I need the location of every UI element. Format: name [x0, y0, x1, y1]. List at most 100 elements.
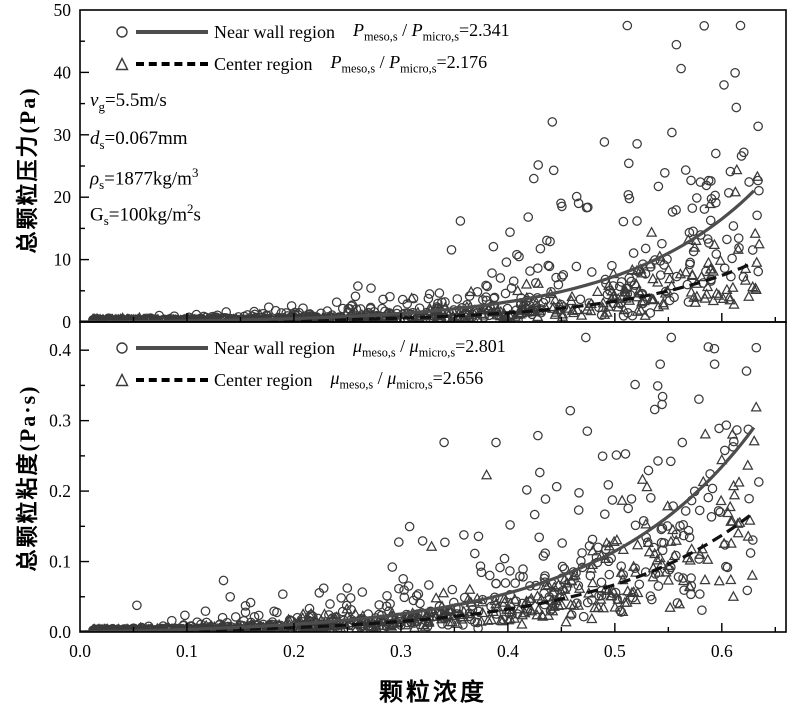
- scatter-point: [724, 293, 736, 305]
- scatter-point: [686, 580, 697, 591]
- scatter-point: [638, 515, 649, 526]
- scatter-point: [624, 273, 635, 284]
- scatter-point: [728, 436, 739, 447]
- scatter-point: [684, 227, 695, 238]
- x-tick-label: 0.5: [604, 641, 626, 661]
- fit-curve-solid: [80, 189, 756, 322]
- scatter-point: [723, 187, 734, 198]
- scatter-point: [521, 485, 532, 495]
- scatter-point: [471, 592, 483, 604]
- text-part: micro,s: [396, 377, 433, 392]
- scatter-point: [662, 500, 674, 511]
- scatter-point: [508, 276, 519, 287]
- scatter-circle: [88, 332, 764, 632]
- text-part: s: [99, 177, 105, 193]
- scatter-point: [597, 451, 608, 462]
- scatter-point: [730, 67, 740, 78]
- scatter-point: [643, 465, 654, 476]
- scatter-point: [703, 238, 714, 248]
- scatter-point: [495, 562, 505, 573]
- scatter-point: [498, 614, 508, 625]
- x-axis-title: 颗粒浓度: [379, 680, 487, 706]
- scatter-point: [608, 281, 619, 291]
- scatter-point: [582, 426, 593, 437]
- scatter-point: [685, 286, 697, 297]
- x-ticks: [132, 623, 777, 632]
- scatter-point: [573, 505, 584, 515]
- scatter-point: [652, 300, 664, 312]
- scatter-point: [733, 476, 745, 487]
- scatter-point: [735, 20, 746, 31]
- scatter-point: [599, 509, 610, 520]
- scatter-point: [668, 501, 678, 511]
- scatter-point: [387, 562, 398, 572]
- scatter-point: [366, 283, 376, 294]
- scatter-point: [727, 281, 739, 292]
- scatter-point: [481, 292, 491, 302]
- scatter-point: [385, 291, 395, 302]
- scatter-point: [599, 137, 610, 147]
- scatter-point: [626, 586, 638, 598]
- scatter-point: [626, 494, 637, 504]
- scatter-point: [753, 477, 764, 487]
- scatter-point: [494, 310, 507, 321]
- scatter-point: [225, 591, 236, 602]
- scatter-point: [204, 313, 215, 322]
- scatter-point: [703, 175, 714, 186]
- scatter-point: [548, 165, 559, 176]
- scatter-point: [408, 293, 419, 304]
- text-part: meso,s: [362, 345, 396, 360]
- scatter-point: [694, 589, 705, 599]
- scatter-point: [565, 294, 577, 306]
- scatter-point: [754, 185, 764, 196]
- scatter-point: [491, 578, 501, 589]
- scatter-point: [636, 296, 648, 307]
- y-tick-label: 0.4: [49, 340, 71, 360]
- scatter-point: [306, 609, 316, 620]
- scatter-point: [616, 277, 627, 287]
- y-axis-title-viscosity: 总颗粒粘度(Pa·s): [15, 384, 40, 572]
- scatter-point: [240, 607, 251, 618]
- scatter-point: [200, 606, 211, 617]
- scatter-point: [705, 215, 716, 226]
- scatter-point: [511, 596, 522, 607]
- scatter-point: [512, 249, 522, 260]
- scatter-point: [718, 537, 730, 548]
- scatter-point: [451, 617, 464, 628]
- scatter-point: [607, 495, 618, 505]
- scatter-point: [652, 276, 664, 287]
- scatter-point: [753, 266, 764, 277]
- scatter-point: [719, 445, 730, 456]
- scatter-point: [549, 588, 560, 599]
- scatter-point: [597, 601, 610, 613]
- scatter-point: [482, 614, 494, 625]
- scatter-point: [691, 193, 702, 203]
- scatter-point: [679, 585, 689, 596]
- scatter-point: [585, 570, 596, 581]
- scatter-point: [630, 563, 640, 574]
- text-part: =2.341: [458, 19, 510, 40]
- scatter-point: [652, 381, 663, 391]
- scatter-point: [568, 599, 580, 610]
- scatter-point: [707, 483, 718, 494]
- scatter-point: [645, 308, 656, 318]
- scatter-point: [653, 456, 663, 466]
- scatter-point: [473, 623, 483, 632]
- scatter-point: [607, 260, 617, 271]
- scatter-point: [632, 586, 644, 598]
- text-part: =2.176: [436, 51, 488, 72]
- scatter-point: [639, 309, 651, 320]
- scatter-point: [350, 291, 361, 302]
- scatter-point: [742, 459, 754, 470]
- scatter-point: [505, 566, 515, 576]
- scatter-point: [534, 532, 545, 543]
- scatter-point: [728, 221, 739, 231]
- scatter-point: [404, 521, 415, 532]
- scatter-point: [691, 290, 703, 301]
- scatter-point: [723, 290, 735, 302]
- scatter-point: [664, 295, 675, 306]
- scatter-point: [657, 523, 668, 533]
- scatter-point: [622, 20, 633, 31]
- scatter-point: [556, 198, 566, 209]
